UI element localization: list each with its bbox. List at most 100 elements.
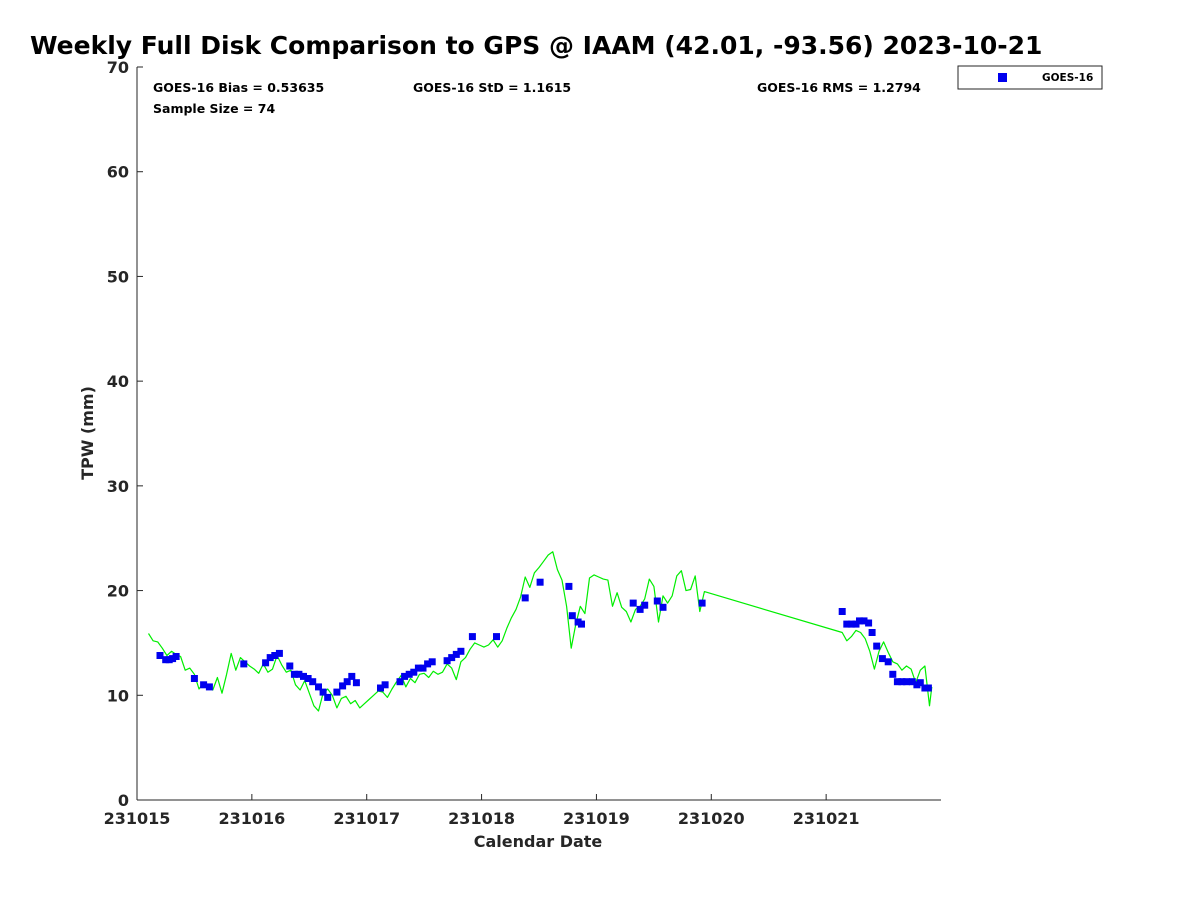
goes16-point	[348, 672, 356, 680]
goes16-point	[290, 670, 298, 678]
legend-marker-goes16	[998, 73, 1007, 82]
goes16-point	[271, 652, 279, 659]
y-tick-label: 20	[107, 582, 129, 601]
goes16-point	[565, 582, 573, 590]
goes16-point	[889, 670, 897, 678]
y-tick-label: 0	[118, 791, 129, 810]
x-tick-label: 231015	[104, 809, 171, 828]
goes16-point	[568, 612, 576, 620]
goes16-point	[266, 654, 274, 662]
goes16-point	[641, 601, 649, 609]
goes16-point	[205, 683, 213, 691]
x-axis-ticks: 231015 231016 231017 231018 231019 231020 2310…	[104, 794, 860, 828]
y-tick-label: 60	[107, 163, 129, 182]
goes16-point	[414, 664, 422, 672]
x-tick-label: 231019	[563, 809, 630, 828]
rms-stat: GOES-16 RMS = 1.2794	[757, 80, 921, 95]
x-tick-label: 231016	[218, 809, 285, 828]
goes16-point	[240, 660, 248, 668]
legend-label-goes16: GOES-16	[1042, 72, 1093, 84]
legend-box	[957, 65, 1103, 90]
goes16-point	[300, 672, 307, 680]
goes16-point	[381, 681, 389, 689]
goes16-point	[860, 617, 868, 625]
goes16-point	[653, 597, 661, 605]
goes16-point	[339, 682, 347, 690]
goes16-point	[468, 633, 476, 641]
goes16-point	[868, 629, 876, 636]
goes16-point	[190, 675, 198, 682]
goes16-point	[698, 599, 706, 607]
y-tick-label: 10	[107, 686, 129, 705]
goes16-point	[309, 678, 317, 686]
goes16-point	[304, 675, 312, 682]
goes16-point	[396, 678, 404, 686]
goes16-point	[903, 678, 910, 686]
goes16-point	[319, 688, 327, 696]
goes16-point	[856, 617, 863, 625]
goes16-point	[405, 670, 413, 678]
goes16-point	[838, 608, 846, 615]
goes16-point	[410, 668, 418, 676]
goes16-point	[424, 660, 432, 668]
gps-tpw-line	[147, 551, 933, 712]
goes16-point	[916, 679, 924, 687]
goes16-point	[200, 681, 208, 689]
goes16-point	[352, 679, 360, 687]
goes16-point	[636, 605, 644, 613]
chart-title: Weekly Full Disk Comparison to GPS @ IAA…	[30, 31, 1042, 60]
y-tick-label: 50	[107, 267, 129, 286]
goes16-point	[286, 662, 294, 670]
goes16-point	[343, 678, 351, 686]
goes16-point	[452, 650, 460, 658]
x-axis-label: Calendar Date	[474, 832, 603, 851]
goes16-point	[865, 619, 873, 627]
goes16-point	[295, 670, 303, 678]
goes16-point	[873, 642, 881, 650]
y-axis-label: TPW (mm)	[78, 386, 97, 480]
goes16-point	[659, 603, 667, 611]
sample-size-stat: Sample Size = 74	[153, 101, 275, 116]
goes16-point	[156, 652, 164, 659]
std-stat: GOES-16 StD = 1.1615	[413, 80, 571, 95]
goes16-point	[878, 655, 886, 663]
goes16-point	[884, 658, 892, 666]
y-tick-label: 40	[107, 372, 129, 391]
goes16-point	[448, 654, 456, 662]
goes16-point	[843, 620, 851, 628]
goes16-point	[847, 620, 855, 628]
goes16-point	[924, 684, 932, 692]
x-tick-label: 231017	[333, 809, 400, 828]
goes16-point	[908, 678, 916, 686]
goes16-point	[377, 684, 384, 692]
goes16-point	[262, 659, 270, 667]
goes16-point	[333, 688, 341, 696]
goes16-point	[893, 678, 901, 686]
goes16-point	[629, 599, 637, 607]
goes16-point	[521, 594, 529, 602]
goes16-point	[536, 578, 544, 586]
goes16-point	[315, 683, 322, 691]
goes16-point	[419, 664, 427, 672]
x-tick-label: 231021	[793, 809, 860, 828]
goes16-point	[428, 658, 436, 666]
plot-area	[147, 551, 933, 712]
bias-stat: GOES-16 Bias = 0.53635	[153, 80, 324, 95]
goes16-point	[898, 678, 906, 686]
goes16-point	[401, 672, 409, 680]
y-tick-label: 30	[107, 477, 129, 496]
goes16-point	[493, 633, 500, 641]
goes16-point	[172, 653, 180, 660]
goes16-point	[275, 649, 283, 657]
goes16-point	[457, 647, 465, 655]
goes16-point	[324, 693, 332, 701]
x-tick-label: 231020	[678, 809, 745, 828]
y-axis-ticks: 0 10 20 30 40 50 60 70	[107, 58, 143, 810]
goes16-point	[578, 620, 585, 628]
x-tick-label: 231018	[448, 809, 515, 828]
y-tick-label: 70	[107, 58, 129, 77]
goes16-point	[443, 657, 451, 665]
legend: GOES-16	[957, 65, 1103, 90]
